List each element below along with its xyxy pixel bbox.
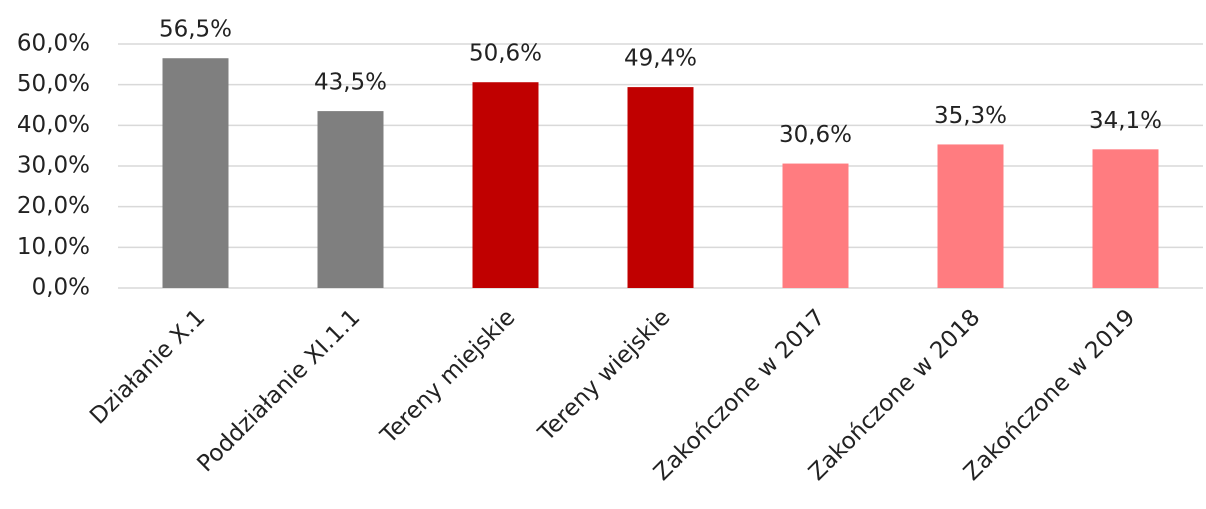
value-label: 50,6%: [469, 41, 542, 67]
x-tick-label: Zakończone w 2017: [649, 304, 830, 485]
bar: [627, 87, 694, 289]
value-label: 43,5%: [314, 70, 387, 96]
x-tick-label: Tereny wiejskie: [533, 304, 675, 446]
y-tick-label: 10,0%: [17, 234, 90, 260]
value-label: 30,6%: [779, 122, 852, 148]
value-label: 56,5%: [159, 17, 232, 43]
y-tick-label: 50,0%: [17, 71, 90, 97]
x-tick-label: Zakończone w 2018: [804, 304, 985, 485]
y-tick-label: 30,0%: [17, 153, 90, 179]
bar: [317, 111, 384, 288]
x-tick-label: Działanie X.1: [85, 304, 210, 429]
bar: [1092, 149, 1159, 288]
y-tick-label: 20,0%: [17, 193, 90, 219]
x-tick-label: Poddziałanie XI.1.1: [193, 304, 366, 477]
bar: [937, 144, 1004, 288]
bar: [162, 58, 229, 288]
x-tick-label: Tereny miejskie: [375, 304, 520, 449]
y-tick-label: 40,0%: [17, 112, 90, 138]
y-tick-label: 60,0%: [17, 31, 90, 57]
bar: [782, 163, 849, 288]
x-tick-label: Zakończone w 2019: [959, 304, 1140, 485]
y-tick-label: 0,0%: [32, 275, 90, 301]
value-label: 35,3%: [934, 103, 1007, 129]
value-label: 49,4%: [624, 46, 697, 72]
value-label: 34,1%: [1089, 108, 1162, 134]
bar: [472, 82, 539, 288]
